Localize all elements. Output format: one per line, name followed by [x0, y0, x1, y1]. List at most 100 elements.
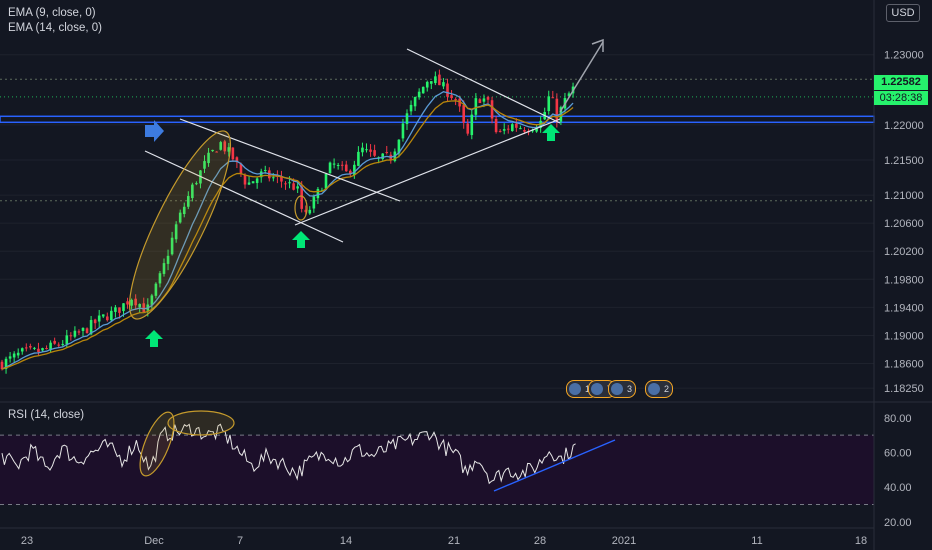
legend-rsi[interactable]: RSI (14, close) [8, 409, 85, 421]
candle-body [29, 346, 32, 348]
candle-body [239, 163, 243, 174]
rsi-tick-label: 80.00 [884, 413, 912, 425]
rally-ellipse [128, 130, 232, 320]
rsi-series-line [1, 423, 576, 485]
candle-body [207, 152, 210, 164]
price-tick-label: 1.20600 [884, 218, 924, 230]
candle-body [12, 353, 16, 358]
candle-body [328, 162, 332, 174]
time-tick-label: 28 [534, 535, 546, 547]
candle-body [41, 348, 44, 351]
candle-body [16, 352, 20, 356]
globe-icon [648, 383, 660, 395]
candle-body [211, 149, 214, 152]
candle-body [324, 173, 328, 189]
triangle-lower-line [294, 118, 561, 226]
rsi-drawings [139, 410, 616, 492]
candle-body [8, 356, 12, 359]
candle-body [81, 327, 85, 331]
candle-body [296, 186, 299, 189]
projection-arrow-line [559, 41, 604, 113]
rsi-trendline [493, 439, 616, 492]
candle-body [506, 128, 510, 130]
rsi-line [1, 423, 576, 485]
candle-body [251, 181, 255, 184]
candle-body [89, 319, 93, 335]
candle-body [57, 344, 60, 346]
candle-body [154, 283, 158, 296]
candle-body [462, 105, 465, 123]
candle-body [93, 319, 97, 324]
candle-body [134, 298, 137, 306]
ema-lines [1, 91, 574, 370]
candle-body [385, 152, 389, 154]
candle-body [247, 182, 251, 185]
candle-body [138, 304, 141, 308]
rsi-ellipse-2 [167, 410, 235, 436]
candle-body [523, 130, 526, 132]
candle-body [300, 186, 303, 209]
candle-body [373, 150, 376, 156]
candle-body [470, 114, 474, 136]
candle-body [458, 98, 461, 107]
candle-body [142, 303, 146, 312]
candle-body [170, 237, 174, 255]
rsi-band-fill [0, 435, 874, 505]
candle-body [33, 347, 36, 349]
flag-icon [611, 383, 623, 395]
price-tick-label: 1.19400 [884, 302, 924, 314]
candle-body [498, 130, 502, 132]
candle-body [37, 348, 40, 353]
candle-body [304, 209, 308, 213]
candle-body [130, 299, 133, 306]
legend-ema9[interactable]: EMA (9, close, 0) [8, 7, 96, 19]
currency-selector[interactable]: USD [886, 4, 920, 22]
candle-body [332, 163, 336, 165]
event-flag[interactable]: 2 [645, 380, 674, 398]
candle-body [85, 328, 89, 334]
candle-body [20, 348, 24, 352]
bar-countdown: 03:28:38 [874, 91, 928, 106]
time-axis: 23 Dec 7 14 21 28 2021 11 18 [21, 535, 867, 547]
candle-body [369, 149, 372, 152]
candle-body [174, 224, 178, 240]
candle-body [555, 98, 559, 122]
candle-body [336, 165, 340, 167]
candle-body [122, 303, 125, 312]
event-flag[interactable]: 3 [608, 380, 637, 398]
candle-body [126, 301, 129, 305]
time-tick-label: 14 [340, 535, 352, 547]
candle-body [272, 177, 275, 179]
price-tick-label: 1.20200 [884, 246, 924, 258]
price-tick-label: 1.21500 [884, 155, 924, 167]
rsi-tick-label: 60.00 [884, 448, 912, 460]
candle-body [53, 340, 56, 344]
projection-arrow-head [591, 38, 604, 52]
candle-body [255, 178, 259, 183]
candle-body [158, 273, 162, 284]
time-tick-label: 23 [21, 535, 33, 547]
price-grid [0, 54, 874, 389]
candle-body [263, 169, 267, 171]
candle-body [413, 96, 417, 107]
price-tick-label: 1.18600 [884, 359, 924, 371]
candle-body [474, 98, 478, 115]
candle-body [49, 342, 52, 351]
event-flag-count: 3 [627, 384, 633, 394]
time-tick-label: 21 [448, 535, 460, 547]
candle-body [292, 183, 295, 190]
ema14-line [1, 100, 574, 370]
legend-ema14[interactable]: EMA (14, close, 0) [8, 22, 102, 34]
support-band [0, 115, 875, 124]
candle-body [106, 316, 109, 321]
candle-body [101, 314, 105, 317]
candle-body [316, 188, 320, 199]
candle-body [494, 119, 498, 133]
time-tick-label: 7 [237, 535, 243, 547]
candle-body [195, 183, 198, 185]
low-ellipse [294, 195, 308, 221]
candle-body [97, 315, 101, 322]
candle-body [61, 343, 65, 345]
time-tick-label: 2021 [612, 535, 636, 547]
